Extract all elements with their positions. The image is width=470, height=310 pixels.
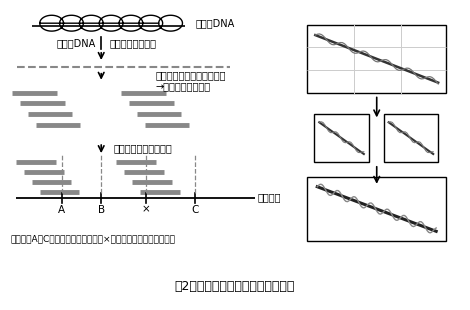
Bar — [314, 114, 369, 162]
Text: 最下段のA～Cは遣伝子マーカーを、×は目当ての遣伝子を示す。: 最下段のA～Cは遣伝子マーカーを、×は目当ての遣伝子を示す。 — [10, 234, 175, 243]
Text: 染色体DNA: 染色体DNA — [196, 18, 235, 28]
Text: ライブラリー作成: ライブラリー作成 — [109, 38, 156, 48]
Text: 重なり合うクローンの検索: 重なり合うクローンの検索 — [156, 70, 226, 80]
Bar — [307, 177, 446, 241]
Text: 囲2　コンティグ地図作成の模式図: 囲2 コンティグ地図作成の模式図 — [175, 280, 295, 293]
Bar — [307, 25, 446, 93]
Text: ゲノムDNA: ゲノムDNA — [57, 38, 96, 48]
Text: A: A — [58, 205, 65, 215]
Text: 遣伝地図との対応づけ: 遣伝地図との対応づけ — [113, 143, 172, 153]
Text: ×: × — [141, 205, 150, 215]
Text: →コンティグづくり: →コンティグづくり — [156, 82, 211, 92]
Text: B: B — [98, 205, 105, 215]
Bar — [384, 114, 438, 162]
Text: 遣伝地図: 遣伝地図 — [258, 193, 281, 203]
Text: C: C — [192, 205, 199, 215]
